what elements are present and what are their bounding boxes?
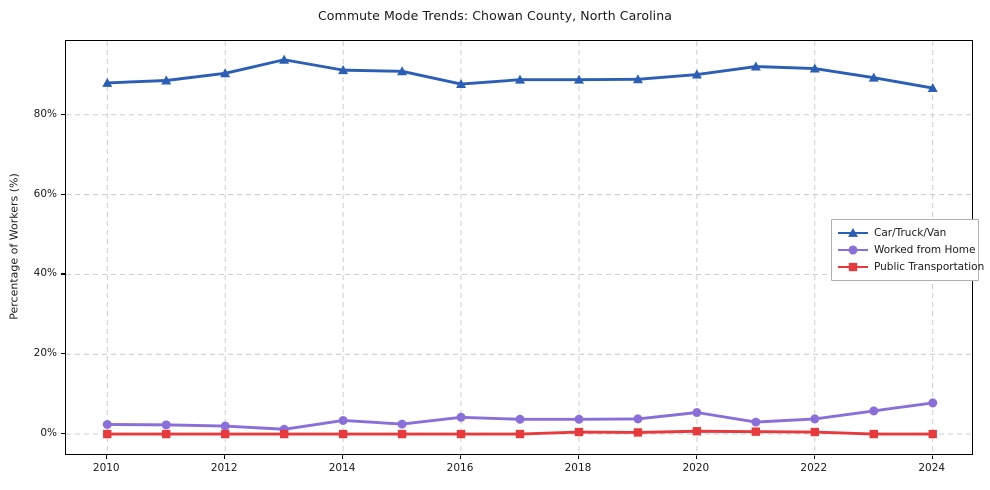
legend-marker-square-icon	[848, 262, 858, 272]
x-tick-mark	[460, 455, 462, 459]
y-tick-mark	[61, 273, 65, 275]
x-tick-mark	[224, 455, 226, 459]
y-tick-mark	[61, 113, 65, 115]
series-1	[102, 54, 938, 93]
series-layer	[102, 54, 938, 439]
data-point-marker	[338, 415, 348, 425]
data-point-marker	[279, 54, 290, 64]
data-point-marker	[397, 419, 407, 429]
data-point-marker	[573, 74, 584, 84]
y-axis-ticks: 0% 20% 40% 60% 80%	[0, 0, 65, 490]
chart-title: Commute Mode Trends: Chowan County, Nort…	[317, 8, 673, 23]
data-point-marker	[220, 68, 231, 78]
data-point-marker	[338, 429, 348, 439]
x-tick-label: 2012	[210, 462, 238, 474]
plot-svg	[66, 41, 974, 456]
data-point-marker	[632, 74, 643, 84]
x-tick-mark	[931, 455, 933, 459]
data-point-marker	[102, 77, 113, 87]
legend-label: Public Transportation	[874, 260, 985, 273]
legend-marker-triangle-icon	[848, 228, 858, 237]
data-point-marker	[456, 79, 467, 89]
data-point-marker	[338, 65, 349, 75]
data-point-marker	[692, 427, 702, 436]
series-2	[102, 398, 938, 434]
y-tick-label: 0%	[40, 427, 57, 440]
y-tick-mark	[61, 433, 65, 435]
data-point-marker	[397, 66, 408, 76]
data-point-marker	[633, 414, 643, 424]
legend-swatch	[838, 226, 868, 240]
x-tick-label: 2020	[682, 462, 710, 474]
data-point-marker	[751, 427, 761, 436]
legend-label: Car/Truck/Van	[874, 226, 947, 239]
x-tick-label: 2010	[92, 462, 120, 474]
data-point-marker	[220, 421, 230, 431]
legend-item-3[interactable]: Public Transportation	[838, 258, 984, 275]
data-point-marker	[161, 420, 171, 430]
y-tick-label: 60%	[33, 187, 57, 200]
data-point-marker	[868, 72, 879, 82]
data-point-marker	[162, 429, 171, 439]
x-tick-label: 2016	[446, 462, 474, 474]
data-point-marker	[456, 429, 466, 439]
data-point-marker	[848, 262, 858, 272]
x-tick-label: 2024	[918, 462, 946, 474]
series-line	[105, 58, 935, 90]
data-point-marker	[515, 429, 525, 439]
data-point-marker	[692, 407, 702, 418]
data-point-marker	[848, 245, 858, 255]
data-point-marker	[633, 428, 643, 437]
legend-item-1[interactable]: Car/Truck/Van	[838, 224, 972, 241]
data-point-marker	[809, 63, 820, 73]
plot-area	[65, 40, 974, 456]
x-tick-label: 2018	[564, 462, 592, 474]
legend-item-2[interactable]: Worked from Home	[838, 241, 976, 258]
data-point-marker	[869, 429, 878, 439]
data-point-marker	[751, 417, 761, 427]
series-3	[103, 427, 937, 439]
data-point-marker	[848, 228, 858, 237]
data-point-marker	[928, 398, 938, 408]
legend-marker-circle-icon	[848, 245, 858, 255]
data-point-marker	[810, 414, 820, 424]
legend-swatch	[838, 243, 868, 257]
y-tick-label: 80%	[33, 107, 57, 120]
data-point-marker	[750, 61, 761, 71]
chart-legend: Car/Truck/Van Worked from Home Public Tran…	[831, 219, 984, 281]
data-point-marker	[279, 429, 289, 439]
data-point-marker	[869, 406, 879, 416]
data-point-marker	[103, 429, 112, 439]
data-point-marker	[161, 75, 172, 85]
data-point-marker	[102, 419, 112, 429]
y-tick-mark	[61, 353, 65, 355]
data-point-marker	[691, 69, 702, 79]
x-tick-mark	[577, 455, 580, 459]
data-point-marker	[397, 429, 407, 439]
data-point-marker	[927, 83, 938, 93]
y-tick-label: 20%	[33, 347, 57, 360]
x-tick-mark	[342, 455, 344, 459]
data-point-marker	[928, 429, 937, 439]
data-point-marker	[810, 427, 819, 437]
legend-label: Worked from Home	[874, 243, 976, 256]
data-point-marker	[456, 412, 466, 422]
x-tick-mark	[813, 455, 815, 459]
y-tick-mark	[61, 193, 65, 195]
x-tick-mark	[106, 455, 108, 459]
data-point-marker	[574, 414, 584, 424]
data-point-marker	[221, 429, 230, 439]
x-tick-label: 2014	[328, 462, 356, 474]
data-point-marker	[515, 414, 525, 424]
x-tick-mark	[695, 455, 698, 459]
legend-swatch	[838, 260, 868, 274]
data-point-marker	[574, 427, 584, 437]
x-tick-label: 2022	[800, 462, 828, 474]
data-point-marker	[514, 74, 526, 84]
y-tick-label: 40%	[33, 267, 57, 280]
